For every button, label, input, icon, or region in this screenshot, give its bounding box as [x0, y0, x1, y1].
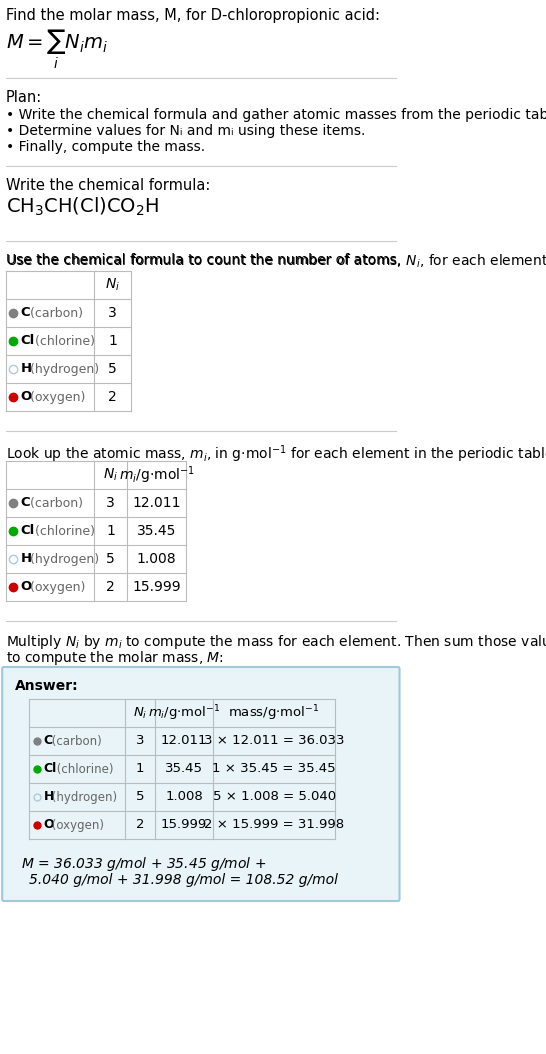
Text: (carbon): (carbon) [26, 496, 83, 509]
Text: (chlorine): (chlorine) [31, 334, 95, 348]
Text: H: H [44, 790, 54, 803]
Text: H: H [21, 363, 32, 375]
Text: 5: 5 [135, 790, 144, 803]
Text: $N_i$: $N_i$ [103, 467, 118, 483]
Text: Cl: Cl [44, 762, 57, 776]
Text: 1: 1 [106, 524, 115, 538]
Text: to compute the molar mass, $M$:: to compute the molar mass, $M$: [6, 649, 224, 667]
Text: (carbon): (carbon) [48, 735, 102, 747]
FancyBboxPatch shape [2, 667, 400, 901]
Text: • Write the chemical formula and gather atomic masses from the periodic table.: • Write the chemical formula and gather … [6, 108, 546, 122]
Text: 12.011: 12.011 [133, 496, 181, 510]
Text: 35.45: 35.45 [137, 524, 176, 538]
Text: 2 × 15.999 = 31.998: 2 × 15.999 = 31.998 [204, 819, 344, 832]
Text: (oxygen): (oxygen) [26, 581, 85, 593]
Text: 15.999: 15.999 [161, 819, 207, 832]
Text: Write the chemical formula:: Write the chemical formula: [6, 178, 210, 193]
Text: (oxygen): (oxygen) [26, 390, 85, 404]
Text: (hydrogen): (hydrogen) [48, 790, 117, 803]
Text: $\mathrm{CH_3CH(Cl)CO_2H}$: $\mathrm{CH_3CH(Cl)CO_2H}$ [6, 196, 159, 218]
Text: 5: 5 [108, 362, 117, 376]
Text: Plan:: Plan: [6, 90, 42, 105]
Text: 15.999: 15.999 [133, 580, 181, 594]
Text: (hydrogen): (hydrogen) [26, 363, 99, 375]
Text: (hydrogen): (hydrogen) [26, 552, 99, 566]
Text: $N_i$: $N_i$ [105, 277, 120, 293]
Text: 35.45: 35.45 [165, 762, 203, 776]
Text: Use the chemical formula to count the number of atoms,: Use the chemical formula to count the nu… [6, 253, 405, 267]
Text: Multiply $N_i$ by $m_i$ to compute the mass for each element. Then sum those val: Multiply $N_i$ by $m_i$ to compute the m… [6, 633, 546, 651]
Text: 2: 2 [135, 819, 144, 832]
Text: • Finally, compute the mass.: • Finally, compute the mass. [6, 140, 205, 154]
Text: $M$ = 36.033 g/mol + 35.45 g/mol +: $M$ = 36.033 g/mol + 35.45 g/mol + [21, 855, 266, 873]
Text: 12.011: 12.011 [161, 735, 207, 747]
Text: 5.040 g/mol + 31.998 g/mol = 108.52 g/mol: 5.040 g/mol + 31.998 g/mol = 108.52 g/mo… [29, 873, 339, 887]
Text: mass/g$\cdot$mol$^{-1}$: mass/g$\cdot$mol$^{-1}$ [228, 703, 320, 723]
Text: H: H [21, 552, 32, 566]
Text: 1: 1 [108, 334, 117, 348]
Text: Answer:: Answer: [15, 679, 78, 692]
Text: 2: 2 [106, 580, 115, 594]
Text: O: O [21, 581, 32, 593]
Text: O: O [21, 390, 32, 404]
Text: Use the chemical formula to count the number of atoms, $N_i$, for each element:: Use the chemical formula to count the nu… [6, 253, 546, 271]
Text: Look up the atomic mass, $m_i$, in g$\cdot$mol$^{-1}$ for each element in the pe: Look up the atomic mass, $m_i$, in g$\cd… [6, 443, 546, 465]
Text: (chlorine): (chlorine) [53, 762, 114, 776]
Text: $m_i$/g$\cdot$mol$^{-1}$: $m_i$/g$\cdot$mol$^{-1}$ [147, 703, 220, 723]
Text: (carbon): (carbon) [26, 307, 83, 319]
Text: Find the molar mass, M, for D-chloropropionic acid:: Find the molar mass, M, for D-chloroprop… [6, 8, 380, 23]
Text: C: C [21, 307, 30, 319]
Text: (chlorine): (chlorine) [31, 525, 95, 538]
Text: 5: 5 [106, 552, 115, 566]
Text: 1.008: 1.008 [165, 790, 203, 803]
Text: 1: 1 [135, 762, 144, 776]
Text: $M = \sum_i N_i m_i$: $M = \sum_i N_i m_i$ [6, 28, 108, 72]
Text: (oxygen): (oxygen) [48, 819, 104, 832]
Text: 3: 3 [106, 496, 115, 510]
Text: Cl: Cl [21, 334, 35, 348]
Text: 1 × 35.45 = 35.45: 1 × 35.45 = 35.45 [212, 762, 336, 776]
Text: C: C [44, 735, 52, 747]
Text: 1.008: 1.008 [137, 552, 176, 566]
Text: C: C [21, 496, 30, 509]
Text: 5 × 1.008 = 5.040: 5 × 1.008 = 5.040 [212, 790, 336, 803]
Text: 2: 2 [108, 390, 117, 404]
Text: • Determine values for Nᵢ and mᵢ using these items.: • Determine values for Nᵢ and mᵢ using t… [6, 124, 365, 138]
Text: 3 × 12.011 = 36.033: 3 × 12.011 = 36.033 [204, 735, 345, 747]
Text: $m_i$/g$\cdot$mol$^{-1}$: $m_i$/g$\cdot$mol$^{-1}$ [119, 464, 195, 486]
Text: 3: 3 [135, 735, 144, 747]
Text: O: O [44, 819, 54, 832]
Text: $N_i$: $N_i$ [133, 705, 147, 721]
Text: Cl: Cl [21, 525, 35, 538]
Text: 3: 3 [108, 306, 117, 320]
